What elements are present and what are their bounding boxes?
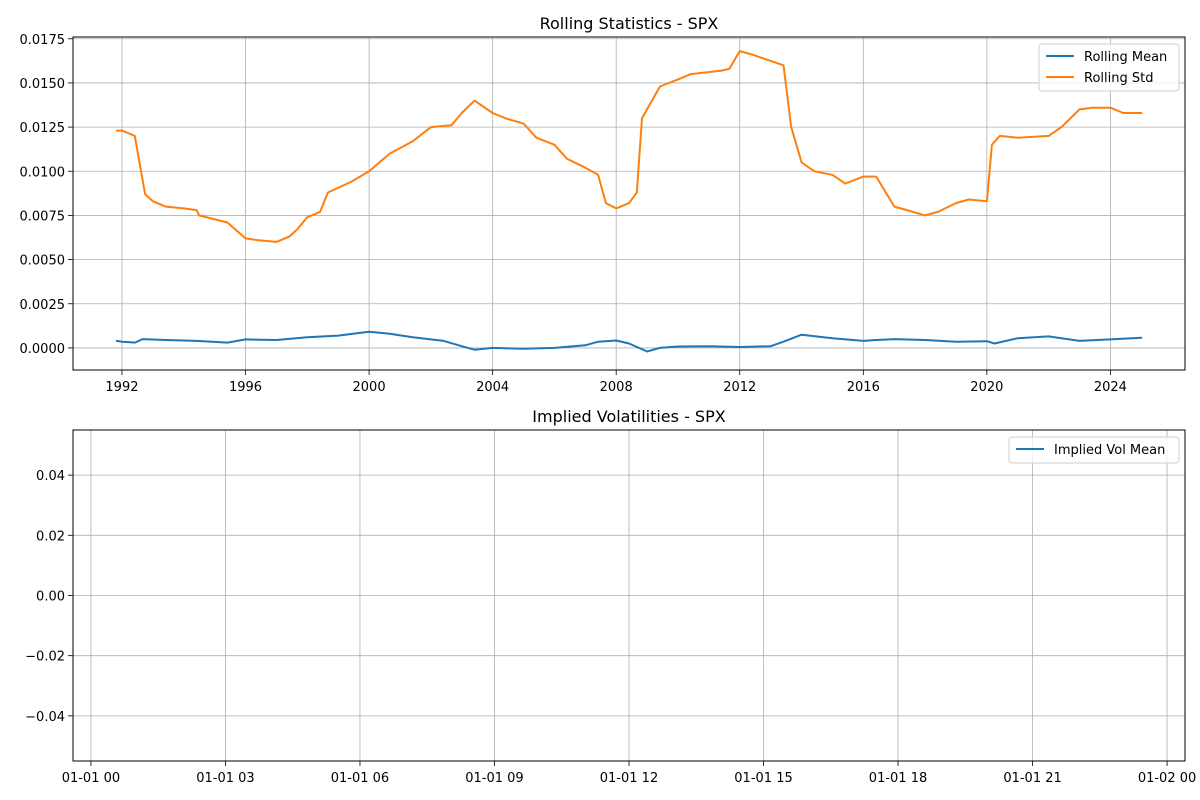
series-line-rolling-mean	[115, 330, 1143, 353]
y-tick-label: 0.0050	[20, 254, 66, 269]
legend: Rolling Mean Rolling Std	[1038, 43, 1180, 92]
y-tick-label: 0.0075	[20, 209, 66, 224]
x-tick-label: 2000	[353, 380, 386, 395]
ticks: 1992 1996 2000 2004 2008 2012 2016 2020 2024 0.00…	[20, 33, 1127, 395]
x-tick-label: 01-01 00	[62, 771, 120, 786]
legend-label-implied-vol-mean: Implied Vol Mean	[1054, 443, 1165, 458]
grid	[73, 430, 1185, 761]
ticks: 01-01 00 01-01 03 01-01 06 01-01 09 01-01 12…	[25, 469, 1196, 786]
legend-label-rolling-std: Rolling Std	[1084, 71, 1153, 86]
x-tick-label: 1992	[105, 380, 138, 395]
x-tick-label: 01-01 03	[196, 771, 254, 786]
legend: Implied Vol Mean	[1008, 436, 1180, 464]
rolling-statistics-chart: Rolling Statistics - SPX 1992 1996 2000 200…	[20, 14, 1186, 395]
y-tick-label: 0.02	[36, 529, 65, 544]
x-tick-label: 2004	[476, 380, 509, 395]
chart-title: Implied Volatilities - SPX	[532, 407, 725, 426]
y-tick-label: 0.0150	[20, 77, 66, 92]
x-tick-label: 2016	[847, 380, 880, 395]
y-tick-label: 0.04	[36, 469, 65, 484]
implied-volatilities-chart: Implied Volatilities - SPX 01-01 00 01-01…	[25, 407, 1196, 786]
series-layer	[115, 50, 1143, 353]
plot-area	[72, 36, 1186, 371]
y-tick-label: 0.0125	[20, 121, 66, 136]
series-line-rolling-std	[115, 50, 1143, 243]
legend-label-rolling-mean: Rolling Mean	[1084, 50, 1167, 65]
x-tick-label: 01-01 12	[600, 771, 658, 786]
y-tick-label: 0.0175	[20, 33, 66, 48]
x-tick-label: 2024	[1094, 380, 1127, 395]
y-tick-label: 0.0100	[20, 165, 66, 180]
x-tick-label: 01-01 06	[331, 771, 389, 786]
x-tick-label: 01-01 21	[1003, 771, 1061, 786]
x-tick-label: 01-01 09	[465, 771, 523, 786]
y-tick-label: 0.00	[36, 590, 65, 605]
x-tick-label: 2008	[600, 380, 633, 395]
x-tick-label: 01-01 18	[869, 771, 927, 786]
y-tick-label: 0.0000	[20, 342, 66, 357]
chart-title: Rolling Statistics - SPX	[540, 14, 719, 33]
y-tick-label: −0.02	[25, 650, 65, 665]
y-tick-label: −0.04	[25, 710, 65, 725]
y-tick-label: 0.0025	[20, 298, 66, 313]
x-tick-label: 1996	[229, 380, 262, 395]
x-tick-label: 01-01 15	[734, 771, 792, 786]
x-tick-label: 2020	[970, 380, 1003, 395]
grid	[73, 37, 1185, 370]
x-tick-label: 01-02 00	[1138, 771, 1196, 786]
x-tick-label: 2012	[723, 380, 756, 395]
